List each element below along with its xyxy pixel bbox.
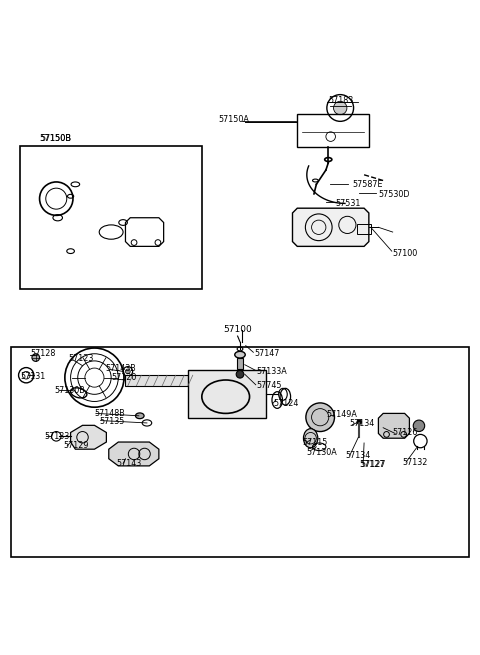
Text: 57183: 57183: [328, 96, 354, 105]
Text: 57143: 57143: [116, 459, 141, 468]
Text: 57127: 57127: [360, 460, 385, 469]
Text: 57115: 57115: [302, 438, 327, 447]
Polygon shape: [292, 208, 369, 246]
Text: 57134: 57134: [350, 419, 375, 428]
Bar: [297, 114, 369, 147]
Polygon shape: [71, 425, 107, 449]
Circle shape: [306, 403, 335, 432]
Text: 57149A: 57149A: [326, 410, 357, 419]
Bar: [357, 224, 371, 234]
Text: 57134: 57134: [345, 451, 370, 460]
Bar: [11, 346, 469, 557]
Text: 57127: 57127: [360, 460, 386, 469]
Bar: [124, 375, 199, 386]
Text: 57530D: 57530D: [378, 191, 410, 199]
Text: 57531: 57531: [336, 199, 361, 208]
Bar: [188, 371, 266, 418]
Circle shape: [32, 354, 39, 362]
Circle shape: [357, 420, 362, 424]
Ellipse shape: [135, 413, 144, 419]
Text: 57143B: 57143B: [106, 364, 136, 373]
Text: 57126: 57126: [393, 428, 418, 437]
Text: 57129: 57129: [63, 441, 89, 451]
Text: 57130B: 57130B: [54, 386, 84, 395]
Text: 57100: 57100: [223, 326, 252, 335]
Circle shape: [236, 371, 244, 378]
Text: 57128: 57128: [30, 349, 55, 358]
Polygon shape: [109, 442, 159, 466]
Text: 57132: 57132: [402, 458, 428, 466]
Text: 57135: 57135: [99, 417, 125, 426]
Polygon shape: [378, 413, 409, 438]
Circle shape: [125, 369, 130, 374]
Text: 57133: 57133: [44, 432, 70, 441]
Circle shape: [334, 102, 347, 115]
Ellipse shape: [235, 351, 245, 358]
Bar: [21, 146, 202, 290]
Text: 57150A: 57150A: [218, 115, 250, 124]
Ellipse shape: [303, 428, 318, 448]
Text: 57745: 57745: [257, 381, 282, 390]
Text: 57587E: 57587E: [352, 180, 383, 189]
Text: 57123: 57123: [68, 354, 94, 363]
Text: 57124: 57124: [274, 400, 299, 408]
Bar: [237, 358, 243, 369]
Text: 57147: 57147: [254, 349, 280, 358]
Circle shape: [413, 420, 425, 432]
Ellipse shape: [202, 380, 250, 413]
Text: 57131: 57131: [21, 371, 46, 381]
Text: 57133A: 57133A: [257, 367, 288, 376]
Text: 57150B: 57150B: [39, 134, 72, 143]
Text: 57148B: 57148B: [95, 409, 125, 418]
Text: 57100: 57100: [393, 249, 418, 258]
Text: 57130A: 57130A: [307, 448, 337, 457]
Text: 57120: 57120: [111, 373, 136, 382]
Text: 57150B: 57150B: [40, 134, 72, 143]
